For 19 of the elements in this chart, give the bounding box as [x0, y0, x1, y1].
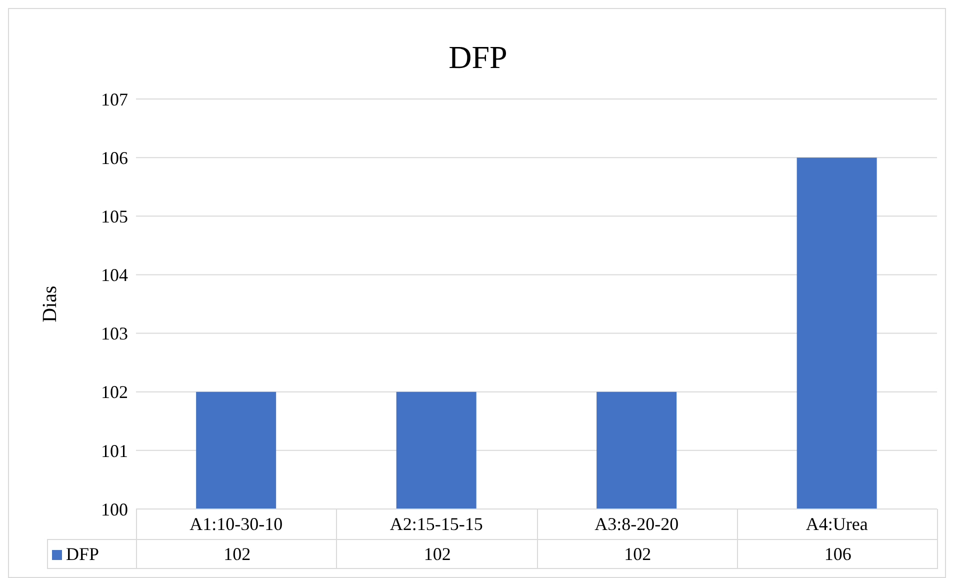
y-tick-label: 100 [101, 499, 128, 520]
y-tick-label: 104 [101, 265, 128, 286]
x-tick-label: A2:15-15-15 [390, 514, 483, 534]
y-tick-label: 105 [101, 206, 128, 227]
data-label: 102 [222, 544, 252, 565]
data-label: 102 [623, 544, 652, 565]
data-label: 102 [422, 544, 452, 565]
data-label: 106 [823, 544, 852, 565]
y-tick-label: 102 [101, 382, 128, 402]
x-tick-label: A3:8-20-20 [594, 514, 679, 534]
y-tick-label: 107 [101, 89, 128, 110]
x-tick-label: A4:Urea [806, 514, 868, 534]
y-tick-label: 103 [101, 324, 128, 344]
x-tick-label: A1:10-30-10 [190, 514, 283, 534]
chart-title: DFP [448, 39, 508, 76]
y-tick-label: 106 [101, 148, 128, 168]
y-axis-title: Dias [39, 285, 62, 322]
legend-label: DFP [66, 544, 100, 565]
y-tick-label: 101 [101, 440, 128, 461]
